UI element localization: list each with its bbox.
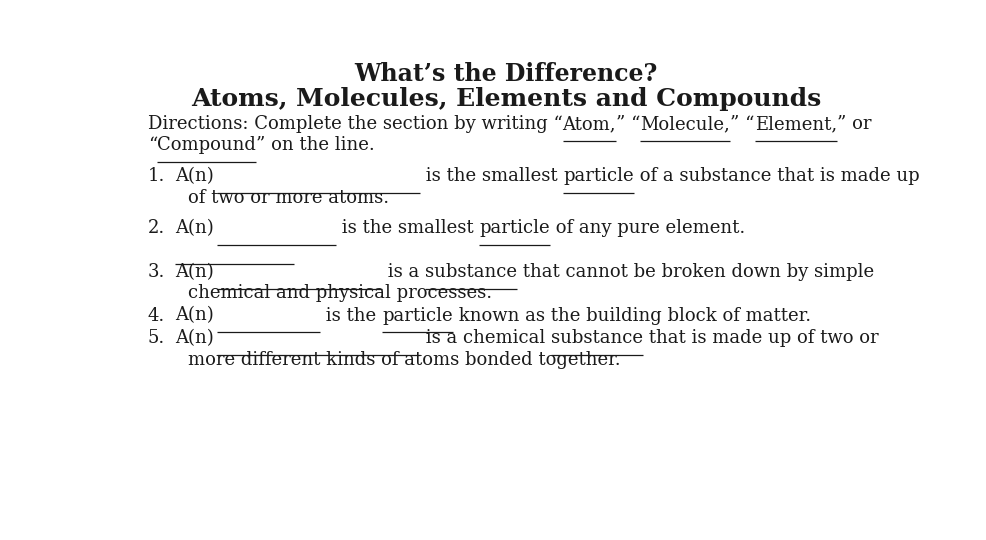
Text: known as the building block of matter.: known as the building block of matter. <box>453 307 810 325</box>
Text: A(n): A(n) <box>176 219 214 237</box>
Text: is a chemical: is a chemical <box>419 329 550 347</box>
Text: is a: is a <box>382 263 424 281</box>
Text: 2.: 2. <box>148 219 165 237</box>
Text: more different kinds of atoms bonded together.: more different kinds of atoms bonded tog… <box>188 351 620 369</box>
Text: that is made up of two or: that is made up of two or <box>642 329 878 347</box>
Text: particle: particle <box>478 219 549 237</box>
Text: is the: is the <box>320 307 382 325</box>
Text: A(n): A(n) <box>176 167 214 185</box>
Text: of two or more atoms.: of two or more atoms. <box>188 189 389 207</box>
Text: of any pure element.: of any pure element. <box>549 219 744 237</box>
Text: ” or: ” or <box>836 115 871 133</box>
Text: Directions: Complete the section by writing “: Directions: Complete the section by writ… <box>148 115 562 133</box>
Text: A(n): A(n) <box>176 329 214 347</box>
Text: Element,: Element, <box>754 115 836 133</box>
Text: What’s the Difference?: What’s the Difference? <box>354 63 657 86</box>
Text: is the smallest: is the smallest <box>419 167 563 185</box>
Text: of a substance that is made up: of a substance that is made up <box>633 167 919 185</box>
Text: chemical and physical processes.: chemical and physical processes. <box>188 285 492 302</box>
Text: Molecule,: Molecule, <box>640 115 730 133</box>
Text: is the smallest: is the smallest <box>335 219 478 237</box>
Text: 4.: 4. <box>148 307 165 325</box>
Text: particle: particle <box>382 307 453 325</box>
Text: substance: substance <box>550 329 642 347</box>
Text: Compound: Compound <box>157 136 255 154</box>
Text: particle: particle <box>563 167 633 185</box>
Text: 1.: 1. <box>148 167 165 185</box>
Text: ” on the line.: ” on the line. <box>255 136 375 154</box>
Text: 5.: 5. <box>148 329 165 347</box>
Text: A(n): A(n) <box>176 307 214 325</box>
Text: ” “: ” “ <box>615 115 640 133</box>
Text: that cannot be broken down by simple: that cannot be broken down by simple <box>516 263 873 281</box>
Text: Atoms, Molecules, Elements and Compounds: Atoms, Molecules, Elements and Compounds <box>190 87 820 111</box>
Text: A(n): A(n) <box>176 263 214 281</box>
Text: 3.: 3. <box>148 263 165 281</box>
Text: substance: substance <box>424 263 516 281</box>
Text: ” “: ” “ <box>730 115 754 133</box>
Text: “: “ <box>148 136 157 154</box>
Text: Atom,: Atom, <box>562 115 615 133</box>
